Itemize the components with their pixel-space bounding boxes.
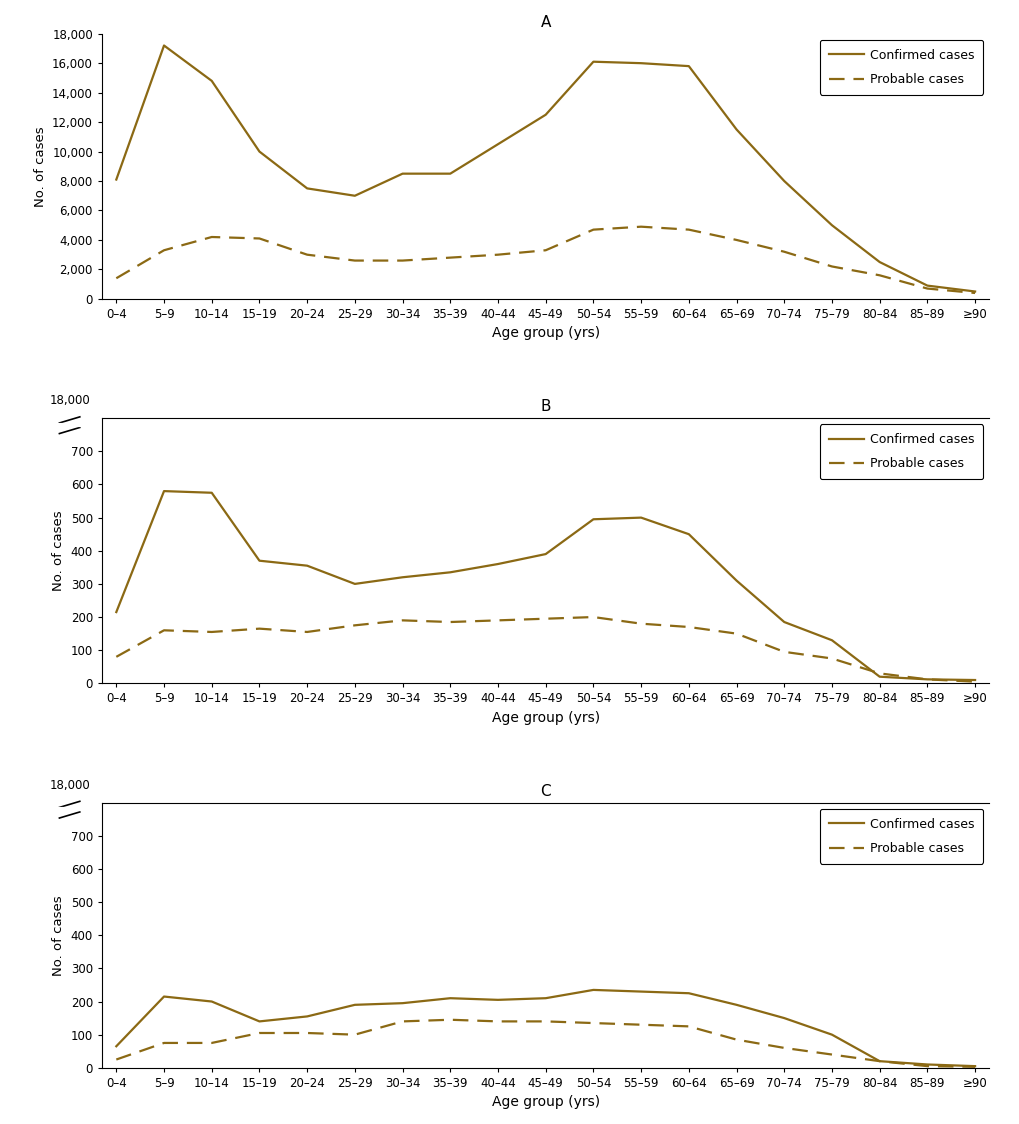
- Y-axis label: No. of cases: No. of cases: [34, 126, 47, 207]
- Y-axis label: No. of cases: No. of cases: [52, 895, 65, 976]
- X-axis label: Age group (yrs): Age group (yrs): [491, 1096, 599, 1109]
- Legend: Confirmed cases, Probable cases: Confirmed cases, Probable cases: [819, 809, 982, 863]
- Title: A: A: [540, 15, 550, 29]
- Title: C: C: [540, 783, 550, 799]
- Legend: Confirmed cases, Probable cases: Confirmed cases, Probable cases: [819, 40, 982, 94]
- Title: B: B: [540, 399, 550, 415]
- Text: 18,000: 18,000: [49, 395, 90, 407]
- X-axis label: Age group (yrs): Age group (yrs): [491, 710, 599, 725]
- Text: 18,000: 18,000: [49, 779, 90, 791]
- Y-axis label: No. of cases: No. of cases: [52, 510, 65, 591]
- Legend: Confirmed cases, Probable cases: Confirmed cases, Probable cases: [819, 425, 982, 479]
- X-axis label: Age group (yrs): Age group (yrs): [491, 326, 599, 341]
